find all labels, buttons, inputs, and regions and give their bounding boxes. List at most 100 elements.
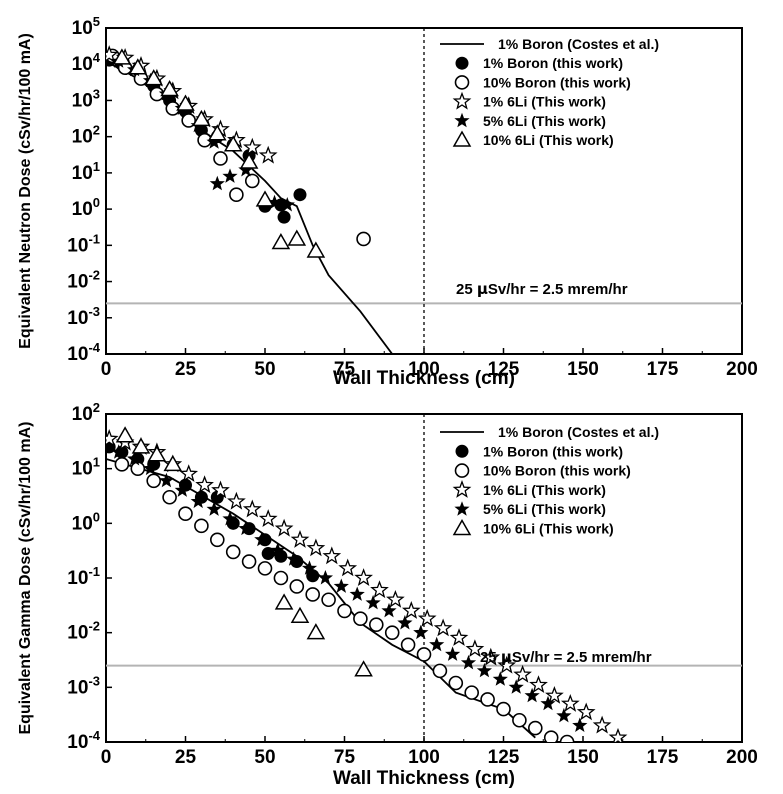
data-point — [158, 472, 174, 488]
data-point — [194, 518, 209, 534]
data-point — [338, 558, 358, 577]
data-point — [416, 647, 432, 662]
legend-marker-swatch — [454, 463, 470, 478]
y-tick-exponent: -3 — [88, 304, 100, 319]
data-point — [465, 639, 485, 658]
data-point — [195, 475, 214, 494]
data-point — [540, 695, 556, 711]
threshold-label: 25 μSv/hr = 2.5 mrem/hr — [480, 648, 652, 666]
data-point — [160, 80, 179, 97]
legend-marker-swatch — [454, 501, 470, 516]
data-point — [254, 531, 270, 547]
legend-marker-swatch — [454, 112, 470, 128]
gamma-dose-plot: 0 25 50 75 100 125 150 175 20010-410-310-210-110… — [17, 400, 758, 789]
data-point — [290, 529, 310, 548]
x-tick-label: 50 — [254, 747, 275, 768]
y-tick-exponent: 1 — [93, 455, 100, 470]
data-point — [274, 593, 294, 610]
legend: 1% Boron (Costes et al.) 1% Boron (this w… — [440, 36, 659, 148]
legend-item: 5% 6Li (This work) — [454, 501, 606, 517]
data-point — [257, 561, 273, 576]
series-open-triangle — [112, 48, 326, 258]
data-point — [400, 637, 416, 653]
data-point — [149, 86, 165, 102]
data-point — [261, 547, 275, 561]
y-tick-label: 10-2 — [67, 619, 100, 644]
data-point — [242, 499, 262, 518]
data-point — [258, 145, 278, 164]
y-tick-label: 10-3 — [67, 304, 100, 329]
legend-label: 1% 6Li (This work) — [483, 94, 606, 110]
data-point — [290, 606, 310, 623]
data-point — [106, 45, 119, 63]
data-point — [356, 231, 371, 247]
data-point — [449, 628, 469, 646]
data-point — [608, 727, 628, 742]
x-tick-label: 150 — [567, 747, 599, 768]
data-point — [192, 109, 211, 127]
legend-marker-swatch — [452, 91, 472, 110]
y-tick-base: 10 — [67, 272, 88, 293]
legend-item: 1% Boron (Costes et al.) — [440, 424, 659, 440]
legend-label: 1% Boron (this work) — [483, 443, 623, 459]
y-tick-label: 102 — [72, 400, 100, 425]
y-tick-base: 10 — [72, 18, 93, 39]
y-tick-exponent: 2 — [93, 123, 100, 138]
y-tick-label: 100 — [72, 195, 100, 220]
data-point — [370, 580, 389, 599]
y-tick-exponent: 2 — [93, 400, 100, 415]
series-filled-star — [111, 444, 588, 732]
y-tick-exponent: 5 — [93, 14, 100, 29]
data-point — [464, 685, 480, 700]
data-point — [413, 624, 429, 640]
data-point — [206, 134, 222, 149]
data-point — [239, 152, 259, 169]
y-tick-label: 10-1 — [67, 231, 100, 256]
threshold-label: 25 μSv/hr = 2.5 mrem/hr — [456, 280, 628, 298]
data-point — [287, 229, 307, 246]
x-tick-label: 150 — [567, 359, 599, 380]
data-point — [354, 660, 373, 677]
data-point — [508, 679, 524, 694]
data-point — [492, 671, 508, 686]
legend: 1% Boron (Costes et al.) 1% Boron (this w… — [440, 424, 659, 537]
data-point — [293, 188, 307, 202]
data-point — [448, 675, 464, 691]
legend-item: 1% Boron (this work) — [455, 443, 623, 459]
data-point — [305, 587, 321, 602]
legend-item: 10% 6Li (This work) — [452, 130, 614, 148]
x-tick-label: 50 — [254, 359, 275, 380]
data-point — [286, 551, 302, 566]
y-tick-exponent: -4 — [88, 728, 100, 743]
data-point — [368, 617, 384, 632]
threshold-label-part: μ — [501, 648, 512, 666]
data-point — [210, 532, 225, 548]
data-point — [460, 654, 477, 670]
data-point — [289, 579, 305, 594]
legend-label: 10% 6Li (This work) — [483, 132, 614, 148]
data-point — [480, 692, 495, 707]
data-point — [244, 173, 260, 189]
y-tick-label: 10-4 — [67, 728, 100, 753]
data-point — [512, 712, 527, 728]
data-point — [306, 241, 326, 258]
legend-label: 10% Boron (this work) — [483, 463, 631, 479]
data-point — [321, 592, 336, 608]
legend-item: 5% 6Li (This work) — [454, 112, 606, 129]
y-tick-base: 10 — [72, 163, 93, 184]
x-axis-label: Wall Thickness (cm) — [333, 368, 515, 389]
x-tick-label: 100 — [408, 359, 440, 380]
data-point — [445, 646, 461, 661]
data-point — [271, 232, 291, 250]
y-tick-label: 101 — [72, 455, 100, 480]
y-tick-exponent: -1 — [88, 564, 100, 579]
series-open-circle — [114, 457, 575, 742]
series-open-triangle — [115, 426, 373, 677]
y-tick-exponent: -4 — [88, 340, 100, 355]
x-tick-label: 200 — [726, 359, 758, 380]
legend-item: 1% 6Li (This work) — [452, 480, 606, 498]
plot-area — [106, 28, 742, 354]
data-point — [112, 48, 132, 65]
